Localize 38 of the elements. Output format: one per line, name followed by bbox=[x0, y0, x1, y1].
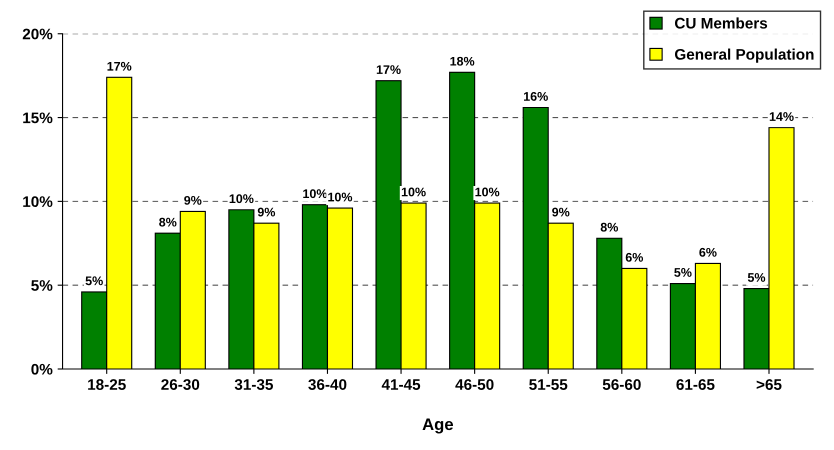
x-tick-label: >65 bbox=[756, 379, 782, 390]
x-tick-label: 41-45 bbox=[382, 379, 420, 390]
data-label: 10% bbox=[328, 192, 352, 202]
data-label: 17% bbox=[376, 65, 401, 74]
x-tick-label: 31-35 bbox=[234, 379, 273, 390]
data-label: 6% bbox=[626, 252, 644, 262]
legend-label: General Population bbox=[674, 48, 814, 63]
data-label: 9% bbox=[184, 196, 202, 205]
data-label: 5% bbox=[674, 268, 692, 277]
data-label: 16% bbox=[524, 92, 548, 101]
data-label: 5% bbox=[86, 276, 103, 286]
data-label: 17% bbox=[107, 62, 132, 71]
data-label: 10% bbox=[303, 189, 328, 198]
y-tick-label: 10% bbox=[23, 196, 52, 208]
x-tick-label: 61-65 bbox=[676, 379, 715, 390]
x-axis-title: Age bbox=[422, 418, 454, 434]
y-tick-label: 5% bbox=[31, 280, 52, 291]
y-tick-label: 0% bbox=[31, 364, 52, 375]
x-tick-label: 26-30 bbox=[161, 379, 200, 390]
data-label: 9% bbox=[258, 208, 276, 217]
data-label: 5% bbox=[748, 273, 766, 282]
x-tick-label: 56-60 bbox=[602, 379, 641, 390]
data-label: 8% bbox=[600, 222, 618, 232]
y-tick-label: 15% bbox=[23, 112, 52, 124]
data-label: 14% bbox=[770, 112, 794, 121]
x-tick-label: 18-25 bbox=[88, 379, 126, 390]
data-label: 10% bbox=[475, 188, 500, 196]
y-tick-label: 20% bbox=[22, 28, 52, 40]
data-label: 9% bbox=[552, 208, 570, 217]
data-label: 10% bbox=[230, 194, 254, 204]
data-label: 10% bbox=[402, 188, 426, 196]
x-tick-label: 36-40 bbox=[308, 379, 346, 390]
data-label: 8% bbox=[159, 218, 176, 227]
data-label: 6% bbox=[699, 248, 717, 257]
data-label: 18% bbox=[450, 56, 474, 66]
x-tick-label: 51-55 bbox=[529, 379, 568, 390]
x-tick-label: 46-50 bbox=[455, 379, 494, 390]
legend-label: CU Members bbox=[674, 17, 768, 29]
